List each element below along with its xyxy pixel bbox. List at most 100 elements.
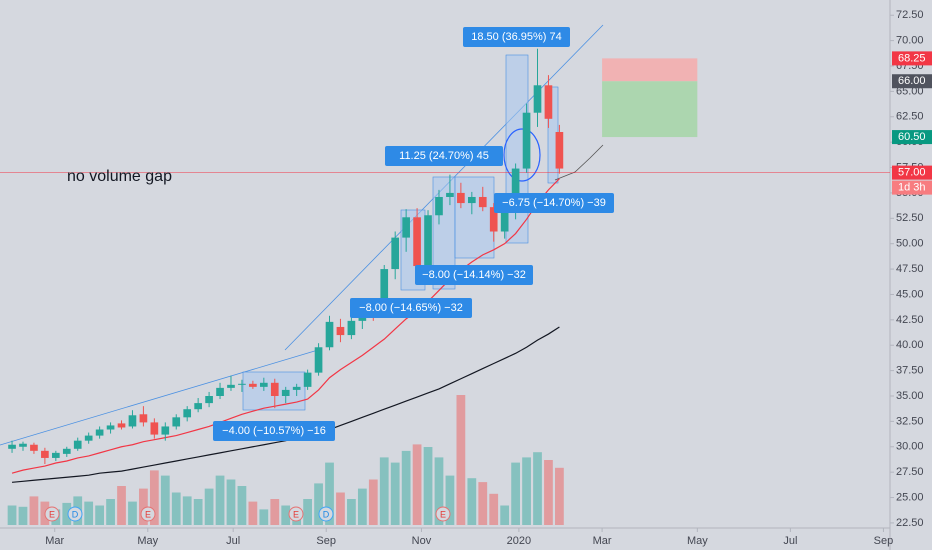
price-label-box bbox=[892, 74, 932, 89]
candle-body bbox=[413, 217, 421, 267]
price-label-box bbox=[892, 130, 932, 145]
event-label: E bbox=[440, 509, 446, 519]
price-label-box bbox=[892, 165, 932, 180]
x-tick-label: Mar bbox=[593, 535, 612, 547]
candle-body bbox=[336, 326, 345, 336]
volume-bar bbox=[314, 483, 323, 525]
candle-body bbox=[435, 196, 443, 216]
volume-bar bbox=[171, 492, 181, 525]
countdown-box bbox=[892, 180, 932, 195]
candle-body bbox=[457, 192, 465, 204]
candle-body bbox=[544, 85, 553, 119]
x-tick-label: Jul bbox=[226, 535, 240, 547]
candle-body bbox=[183, 409, 192, 418]
y-tick-label: 37.50 bbox=[896, 365, 924, 377]
volume-bar bbox=[456, 395, 466, 525]
candle-body bbox=[161, 426, 170, 435]
measure-label: 11.25 (24.70%) 45 bbox=[385, 146, 503, 166]
volume-bar bbox=[467, 478, 477, 525]
volume-bar bbox=[357, 488, 367, 525]
volume-bar bbox=[423, 447, 433, 525]
candle-body bbox=[259, 382, 268, 387]
candle-body bbox=[522, 112, 531, 169]
candle-body bbox=[446, 192, 454, 197]
volume-bar bbox=[445, 475, 455, 525]
measure-label: −6.75 (−14.70%) −39 bbox=[494, 193, 614, 213]
candle-body bbox=[270, 382, 279, 396]
price-label: 68.25 bbox=[898, 52, 926, 64]
x-tick-label: Mar bbox=[45, 535, 64, 547]
price-label: 57.00 bbox=[898, 167, 926, 179]
volume-bar bbox=[401, 450, 411, 525]
volume-bar bbox=[95, 505, 104, 525]
volume-bar bbox=[555, 467, 564, 525]
candle-body bbox=[194, 403, 202, 410]
event-label: E bbox=[145, 509, 151, 519]
candle-body bbox=[391, 237, 400, 270]
event-label: E bbox=[49, 509, 55, 519]
candle-body bbox=[238, 383, 246, 385]
event-icon bbox=[318, 506, 334, 522]
y-tick-label: 30.00 bbox=[896, 441, 924, 453]
event-icon bbox=[67, 506, 83, 522]
y-tick-label: 47.50 bbox=[896, 263, 924, 275]
x-tick-label: May bbox=[137, 535, 158, 547]
event-icon bbox=[288, 506, 304, 522]
candle-body bbox=[19, 443, 27, 447]
candle-body bbox=[117, 423, 126, 428]
volume-bar bbox=[544, 460, 553, 525]
event-icon bbox=[140, 506, 156, 522]
volume-bar bbox=[390, 462, 400, 525]
candle-body bbox=[292, 386, 301, 390]
volume-bar bbox=[62, 502, 72, 525]
volume-bar bbox=[434, 457, 444, 525]
candle-body bbox=[303, 372, 312, 387]
circle-drawing bbox=[503, 128, 541, 182]
volume-bar bbox=[270, 499, 280, 525]
candle-body bbox=[139, 414, 148, 423]
y-tick-label: 25.00 bbox=[896, 491, 924, 503]
volume-bar bbox=[522, 457, 531, 525]
price-label-box bbox=[892, 51, 932, 66]
volume-bar bbox=[7, 505, 17, 525]
drawings bbox=[0, 24, 698, 446]
volume-bar bbox=[182, 496, 192, 525]
price-label: 66.00 bbox=[898, 75, 926, 87]
short-ma bbox=[554, 144, 604, 181]
event-icon bbox=[44, 506, 60, 522]
candle-body bbox=[555, 132, 564, 169]
candle-body bbox=[511, 168, 520, 212]
y-tick-label: 70.00 bbox=[896, 35, 924, 47]
volume-bar bbox=[117, 486, 126, 525]
volume-bar bbox=[511, 462, 520, 525]
price-label: 60.50 bbox=[898, 131, 926, 143]
volume-bar bbox=[533, 452, 542, 525]
volume-bar bbox=[29, 496, 39, 525]
candle-body bbox=[249, 383, 257, 387]
volume-bar bbox=[204, 488, 214, 525]
target-zone bbox=[602, 81, 698, 138]
x-tick-label: May bbox=[687, 535, 708, 547]
candle-body bbox=[478, 196, 487, 208]
x-tick-label: Sep bbox=[874, 535, 894, 547]
volume-bar bbox=[347, 499, 356, 525]
candle-body bbox=[281, 389, 290, 396]
candle-body bbox=[128, 415, 137, 427]
measure-label: −8.00 (−14.14%) −32 bbox=[415, 265, 533, 285]
volume-bar bbox=[412, 444, 422, 525]
volume-bar bbox=[128, 501, 137, 525]
candle-body bbox=[500, 211, 509, 232]
candle-body bbox=[216, 387, 224, 396]
note-text: no volume gap bbox=[67, 168, 172, 185]
volume-bar bbox=[84, 501, 94, 525]
measure-label: 18.50 (36.95%) 74 bbox=[463, 27, 570, 47]
y-tick-label: 50.00 bbox=[896, 238, 924, 250]
candle-body bbox=[205, 396, 213, 404]
volume-bar bbox=[139, 488, 148, 525]
y-tick-label: 22.50 bbox=[896, 517, 924, 529]
x-tick-label: Sep bbox=[316, 535, 336, 547]
measure-label: −4.00 (−10.57%) −16 bbox=[213, 421, 335, 441]
y-tick-label: 32.50 bbox=[896, 415, 924, 427]
